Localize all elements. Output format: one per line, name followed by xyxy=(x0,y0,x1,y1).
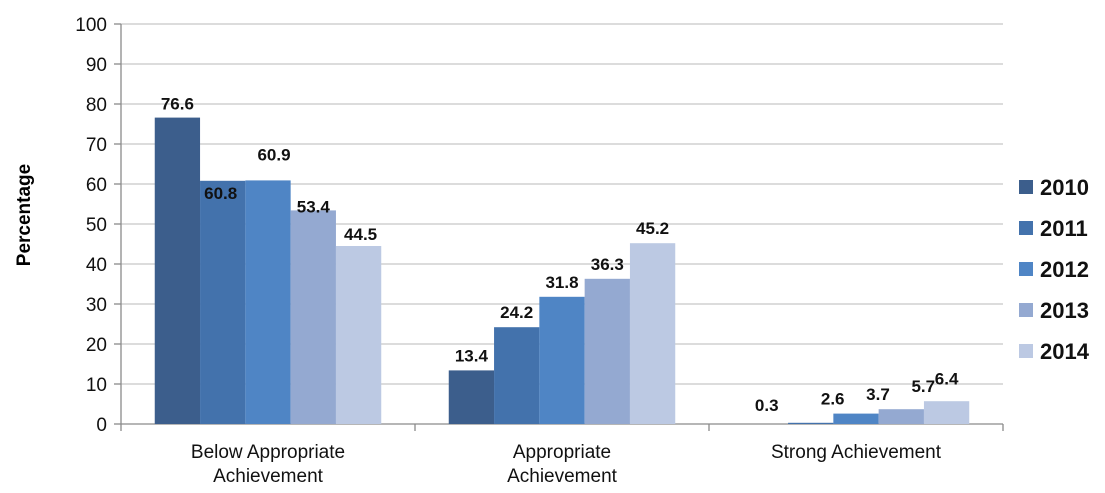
y-tick-label: 70 xyxy=(86,135,107,156)
legend-swatch xyxy=(1019,221,1033,235)
bar xyxy=(923,401,970,424)
category-label: Strong Achievement xyxy=(771,442,942,463)
y-tick-label: 50 xyxy=(86,215,107,236)
category-label: Appropriate xyxy=(513,442,611,463)
data-label: 36.3 xyxy=(591,255,624,274)
data-label: 53.4 xyxy=(297,197,331,216)
data-label: 13.4 xyxy=(455,346,489,365)
category-label: Below Appropriate xyxy=(191,442,345,463)
bars xyxy=(154,117,970,424)
bar xyxy=(629,243,676,424)
category-label: Achievement xyxy=(213,466,324,487)
legend-swatch xyxy=(1019,303,1033,317)
y-tick-label: 80 xyxy=(86,95,107,116)
bar xyxy=(200,180,246,424)
data-label: 3.7 xyxy=(866,385,890,404)
data-label: 45.2 xyxy=(636,219,669,238)
bar xyxy=(833,413,879,424)
y-tick-label: 90 xyxy=(86,55,107,76)
data-label: 0.3 xyxy=(755,396,779,415)
data-label: 6.4 xyxy=(935,369,959,388)
data-label: 60.9 xyxy=(257,145,290,164)
legend-swatch xyxy=(1019,262,1033,276)
legend-label: 2013 xyxy=(1040,298,1089,323)
data-label: 31.8 xyxy=(545,273,578,292)
legend-swatch xyxy=(1019,180,1033,194)
y-tick-label: 20 xyxy=(86,335,107,356)
y-tick-label: 100 xyxy=(75,15,107,36)
data-label: 76.6 xyxy=(161,95,194,114)
bar xyxy=(584,278,630,424)
data-label: 5.7 xyxy=(911,377,935,396)
bar xyxy=(788,422,834,424)
data-labels: 76.6 60.8 60.9 53.4 44.5 13.4 24.2 31.8 36.3 45.2… xyxy=(161,95,959,415)
y-tick-label: 30 xyxy=(86,295,107,316)
bar xyxy=(878,409,924,424)
category-label: Achievement xyxy=(507,466,618,487)
data-label: 44.5 xyxy=(344,225,377,244)
bar xyxy=(448,370,495,424)
legend: 2010 2011 2012 2013 2014 xyxy=(1019,175,1090,364)
bar xyxy=(494,327,540,424)
bar xyxy=(290,210,336,424)
data-label: 60.8 xyxy=(204,184,237,203)
data-label: 24.2 xyxy=(500,303,533,322)
legend-label: 2011 xyxy=(1040,216,1088,241)
y-tick-label: 10 xyxy=(86,375,107,396)
category-labels: Below Appropriate Achievement Appropriate A… xyxy=(191,442,942,487)
y-tick-label: 0 xyxy=(96,415,107,436)
bar xyxy=(245,180,291,424)
bar xyxy=(335,246,382,424)
y-axis-label: Percentage xyxy=(14,164,35,266)
legend-label: 2014 xyxy=(1040,339,1090,364)
y-tick-label: 40 xyxy=(86,255,107,276)
bar xyxy=(154,117,201,424)
y-tick-label: 60 xyxy=(86,175,107,196)
legend-label: 2010 xyxy=(1040,175,1089,200)
bar xyxy=(539,296,585,424)
axes: 0 10 20 30 40 50 60 70 80 90 100 xyxy=(75,15,1004,436)
legend-label: 2012 xyxy=(1040,257,1089,282)
data-label: 2.6 xyxy=(821,390,845,409)
legend-swatch xyxy=(1019,344,1033,358)
